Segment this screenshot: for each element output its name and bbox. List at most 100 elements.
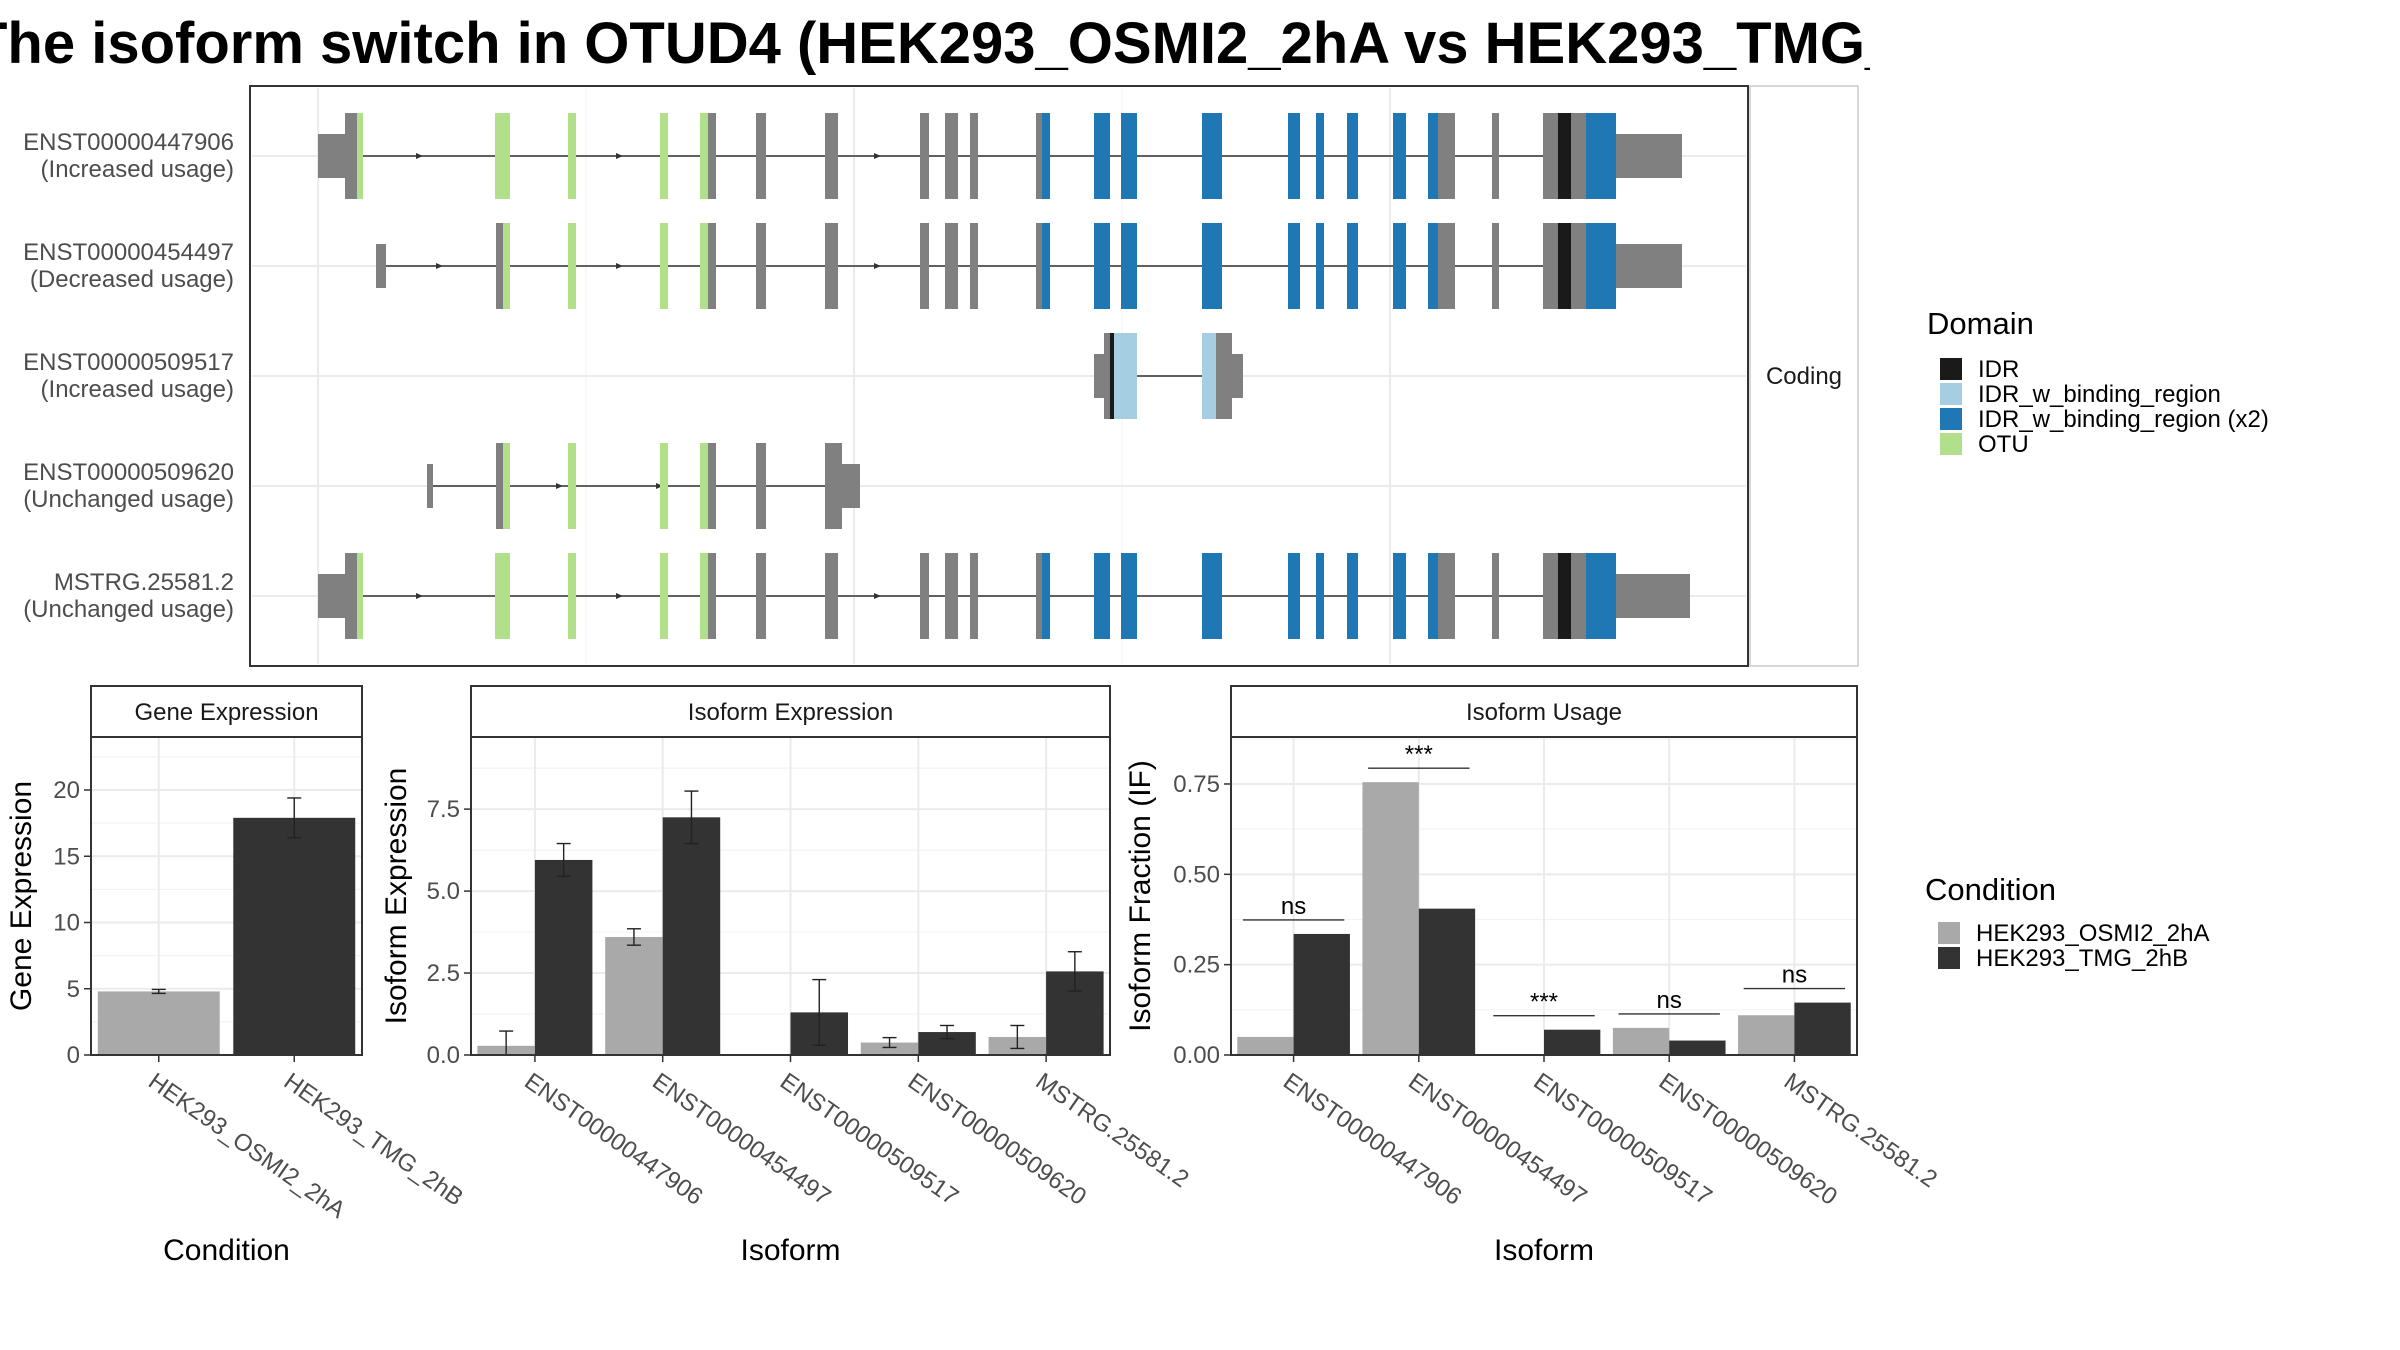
exon-block: [842, 464, 860, 508]
domain-block: [1428, 113, 1438, 199]
transcript-usage-label: (Increased usage): [41, 376, 234, 403]
domain-block: [1316, 553, 1324, 639]
domain-block: [1094, 223, 1110, 309]
domain-block: [1202, 333, 1216, 419]
y-tick-label: 10: [53, 910, 80, 937]
exon-block: [1036, 553, 1042, 639]
domain-block: [700, 553, 708, 639]
y-tick-label: 0.25: [1173, 952, 1220, 979]
exon-block: [1616, 244, 1682, 288]
transcript-usage-label: (Unchanged usage): [23, 596, 234, 623]
y-tick-label: 15: [53, 843, 80, 870]
domain-block: [1347, 553, 1358, 639]
condition-legend-swatch: [1938, 922, 1960, 944]
domain-legend-label: IDR: [1978, 356, 2019, 383]
domain-block: [357, 553, 363, 639]
bar: [662, 817, 721, 1055]
domain-legend-swatch: [1940, 433, 1962, 455]
exon-block: [1571, 553, 1586, 639]
domain-legend-label: IDR_w_binding_region: [1978, 381, 2221, 408]
y-tick-label: 20: [53, 777, 80, 804]
domain-block: [1316, 113, 1324, 199]
exon-block: [1232, 354, 1243, 398]
transcript-usage-label: (Decreased usage): [30, 266, 234, 293]
bar: [1669, 1040, 1726, 1055]
exon-block: [825, 113, 838, 199]
coding-strip-label: Coding: [1766, 363, 1842, 390]
domain-block: [1121, 553, 1137, 639]
domain-block: [568, 223, 576, 309]
exon-block: [708, 553, 716, 639]
significance-label: ns: [1782, 962, 1807, 989]
domain-block: [1042, 553, 1050, 639]
isoform-usage-chart: ns *** *** ns ns Isoform Usage 0.00 0.25 0.50 0.7…: [1124, 685, 1942, 1267]
bar: [1237, 1036, 1294, 1055]
transcript-track: [427, 443, 860, 529]
domain-block: [1114, 333, 1122, 419]
domain-block: [1558, 223, 1571, 309]
domain-legend-label: IDR_w_binding_region (x2): [1978, 406, 2269, 433]
bar: [918, 1032, 976, 1055]
exon-block: [708, 443, 716, 529]
exon-block: [1492, 223, 1499, 309]
chart-title: Isoform Expression: [688, 699, 893, 726]
condition-legend-label: HEK293_TMG_2hB: [1976, 945, 2188, 972]
domain-legend-swatch: [1940, 408, 1962, 430]
strand-arrow: [874, 263, 881, 269]
domain-block: [503, 443, 510, 529]
bar: [860, 1042, 919, 1055]
x-axis-title: Isoform: [740, 1234, 840, 1267]
domain-block: [357, 113, 363, 199]
domain-block: [1586, 113, 1616, 199]
domain-block: [1121, 223, 1137, 309]
exon-block: [318, 134, 345, 178]
bar: [1418, 908, 1476, 1055]
domain-block: [1586, 223, 1616, 309]
exon-block: [920, 553, 929, 639]
strand-arrow: [416, 153, 423, 159]
exon-block: [496, 223, 503, 309]
domain-block: [1558, 553, 1571, 639]
strand-arrow: [556, 483, 563, 489]
exon-block: [1216, 333, 1232, 419]
y-tick-label: 5: [67, 976, 80, 1003]
domain-block: [700, 443, 708, 529]
domain-block: [1393, 113, 1406, 199]
domain-block: [1288, 223, 1300, 309]
domain-block: [1094, 113, 1110, 199]
bar: [233, 817, 356, 1055]
exon-block: [756, 113, 766, 199]
exon-block: [920, 113, 929, 199]
chart-title: Isoform Usage: [1466, 699, 1622, 726]
y-tick-label: 0.75: [1173, 771, 1220, 798]
significance-label: ns: [1281, 893, 1306, 920]
exon-block: [1543, 223, 1558, 309]
significance-label: ns: [1657, 987, 1682, 1014]
chart-strip: [90, 685, 363, 738]
significance-label: ***: [1530, 989, 1558, 1016]
domain-block: [1347, 223, 1358, 309]
exon-block: [1492, 553, 1499, 639]
domain-block: [495, 553, 510, 639]
exon-block: [1438, 553, 1455, 639]
condition-legend-title: Condition: [1925, 872, 2056, 907]
domain-block: [495, 113, 510, 199]
exon-block: [345, 553, 357, 639]
domain-legend-label: OTU: [1978, 431, 2029, 458]
bar: [605, 936, 663, 1055]
transcript-id-label: ENST00000509620: [23, 459, 234, 486]
y-tick-label: 0: [67, 1042, 80, 1069]
domain-block: [1094, 553, 1110, 639]
y-tick-label: 2.5: [427, 960, 460, 987]
bar: [1612, 1027, 1670, 1055]
chart-title: Gene Expression: [134, 699, 318, 726]
transcript-id-label: ENST00000509517: [23, 349, 234, 376]
exon-block: [1543, 553, 1558, 639]
exon-block: [756, 443, 766, 529]
exon-block: [708, 113, 716, 199]
page-title: The isoform switch in OTUD4 (HEK293_OSMI…: [0, 4, 1870, 84]
exon-block: [1438, 113, 1455, 199]
domain-block: [1288, 113, 1300, 199]
domain-legend: Domain IDRIDR_w_binding_regionIDR_w_bind…: [1927, 306, 2269, 458]
